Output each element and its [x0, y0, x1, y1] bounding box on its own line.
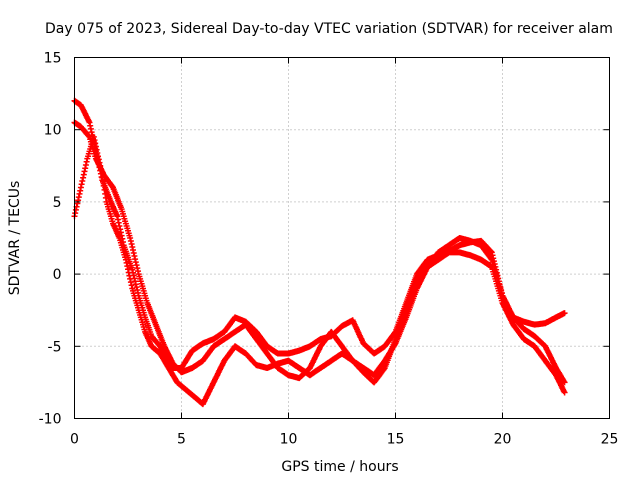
x-tick-label: 5	[177, 432, 186, 448]
x-tick-labels: 0 5 10 15 20 25	[70, 432, 618, 448]
y-tick-labels: -10 -5 0 5 10 15	[39, 51, 62, 428]
x-tick-label: 20	[494, 432, 512, 448]
y-axis-label: SDTVAR / TECUs	[7, 181, 23, 296]
y-tick-label: 5	[53, 195, 62, 211]
y-tick-label: -10	[39, 412, 62, 428]
grid	[74, 57, 610, 419]
plot-frame	[74, 57, 610, 419]
x-tick-label: 25	[601, 432, 619, 448]
y-tick-label: 10	[44, 123, 62, 139]
x-axis-label: GPS time / hours	[281, 459, 398, 475]
x-tick-label: 10	[280, 432, 298, 448]
y-tick-label: 15	[44, 51, 62, 67]
y-tick-label: -5	[48, 339, 62, 355]
chart-title: Day 075 of 2023, Sidereal Day-to-day VTE…	[45, 21, 613, 37]
axis-ticks	[74, 57, 610, 419]
y-tick-label: 0	[53, 267, 62, 283]
x-tick-label: 15	[387, 432, 405, 448]
data-marks	[71, 97, 568, 408]
x-tick-label: 0	[70, 432, 79, 448]
